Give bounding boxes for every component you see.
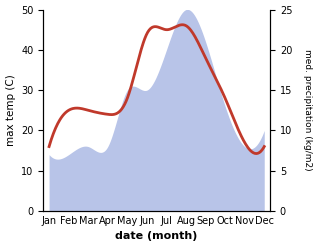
X-axis label: date (month): date (month) bbox=[115, 231, 198, 242]
Y-axis label: max temp (C): max temp (C) bbox=[5, 74, 16, 146]
Y-axis label: med. precipitation (kg/m2): med. precipitation (kg/m2) bbox=[303, 49, 313, 171]
